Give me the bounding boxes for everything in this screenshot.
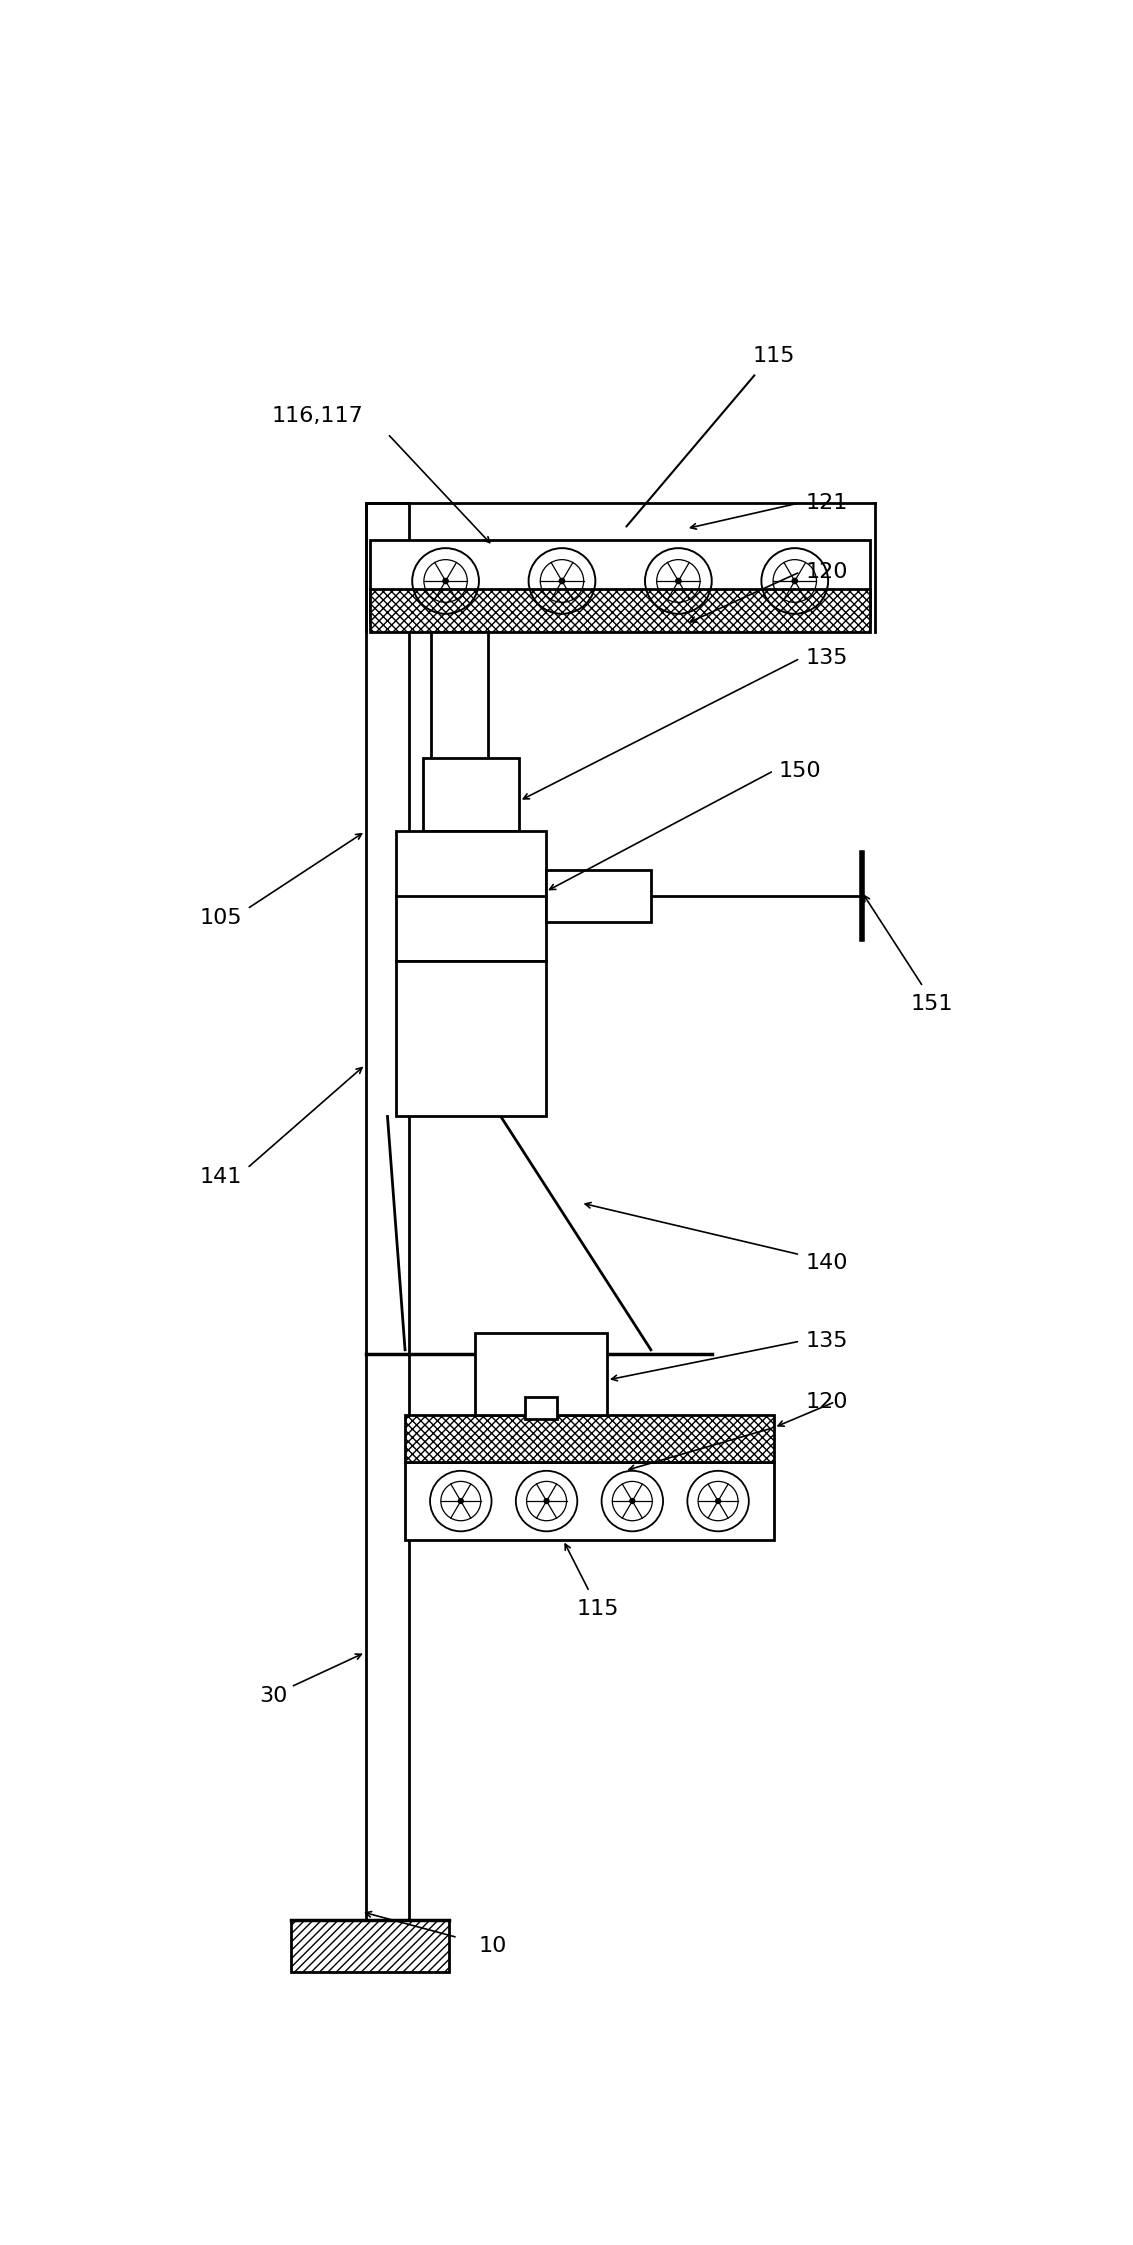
Bar [432,633,488,806]
Text: 115: 115 [577,1598,620,1619]
Text: 120: 120 [806,1392,847,1412]
Bar [476,1334,607,1414]
Text: 151: 151 [911,995,953,1015]
Bar [291,1919,449,1971]
Text: 105: 105 [199,907,242,927]
Text: 121: 121 [806,492,847,512]
Circle shape [716,1500,721,1504]
Text: 116,117: 116,117 [272,406,363,427]
Text: 150: 150 [778,761,821,781]
Text: 10: 10 [478,1935,508,1955]
Circle shape [443,579,449,584]
Bar [369,541,870,622]
Bar [406,1414,774,1461]
Text: 135: 135 [806,1331,847,1351]
Bar [369,588,870,633]
Text: 115: 115 [752,346,795,366]
Bar [397,961,546,1116]
Text: 135: 135 [806,649,847,669]
Bar [546,871,650,923]
Circle shape [792,579,798,584]
Bar [526,1396,557,1419]
Circle shape [630,1500,634,1504]
Bar [366,503,409,1919]
Text: 30: 30 [259,1686,288,1706]
Bar [406,1461,774,1540]
Bar [397,831,546,961]
Text: 140: 140 [806,1253,847,1273]
Circle shape [675,579,681,584]
Text: 141: 141 [199,1167,241,1188]
Circle shape [560,579,564,584]
Circle shape [459,1500,463,1504]
Text: 120: 120 [806,561,847,581]
Circle shape [544,1500,550,1504]
Bar [423,759,519,831]
